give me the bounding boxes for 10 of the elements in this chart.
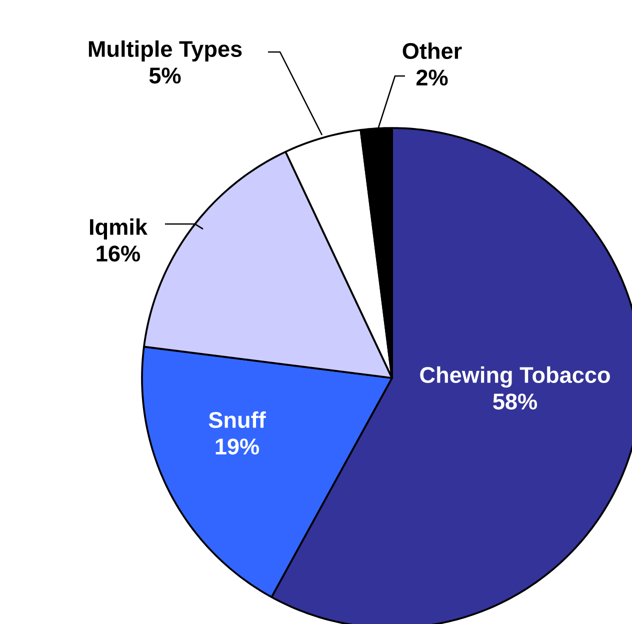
slice-label: Snuff — [208, 411, 266, 428]
data-label: 58% — [493, 394, 537, 410]
slice-label: Multiple Types — [88, 40, 242, 62]
data-label: 19% — [216, 438, 259, 455]
data-label: 16% — [96, 246, 140, 262]
slice-label: Other — [402, 42, 462, 60]
data-label: 2% — [416, 70, 448, 86]
data-label: 5% — [149, 68, 181, 84]
slice-label: Iqmik — [90, 218, 148, 240]
slice-label: Chewing Tobacco — [420, 366, 610, 388]
